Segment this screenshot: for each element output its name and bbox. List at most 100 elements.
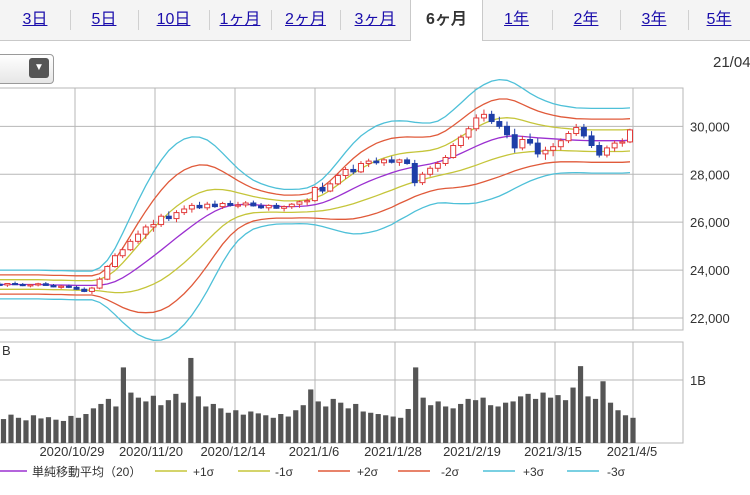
candle-body <box>588 135 595 147</box>
candle-body <box>596 145 603 156</box>
volume-bar <box>158 405 164 443</box>
volume-bar <box>495 406 501 443</box>
volume-bar <box>8 414 14 443</box>
candle-body <box>365 160 372 164</box>
candle-body <box>534 142 541 155</box>
volume-bar <box>510 401 516 443</box>
tab-9[interactable]: 2年 <box>573 11 599 28</box>
candle-body <box>519 139 526 149</box>
x-tick-label: 2020/12/14 <box>200 444 265 459</box>
tab-10[interactable]: 3年 <box>641 11 667 28</box>
volume-bar <box>173 393 179 443</box>
candle-body <box>319 186 326 192</box>
tab-4[interactable]: 1ヶ月 <box>219 11 261 28</box>
candle-body <box>27 284 34 287</box>
candle-body <box>304 200 311 203</box>
tab-5[interactable]: 2ヶ月 <box>285 11 326 28</box>
volume-bar <box>555 395 561 443</box>
volume-bar <box>532 398 539 443</box>
volume-bar <box>240 414 246 443</box>
candle-body <box>434 162 441 169</box>
x-tick-label: 2021/3/15 <box>524 444 582 459</box>
legend-label: -1σ <box>275 465 294 479</box>
candle-body <box>473 117 480 130</box>
volume-bar <box>375 414 381 443</box>
tab-11[interactable]: 5年 <box>706 11 732 28</box>
volume-bar <box>143 401 149 443</box>
price-tick-label: 30,000 <box>690 119 730 134</box>
candle-body <box>173 212 180 220</box>
volume-bar <box>15 417 22 443</box>
tab-7[interactable]: 6ヶ月 <box>410 0 483 41</box>
candle-body <box>580 127 587 137</box>
tab-separator <box>688 10 689 30</box>
candle-body <box>42 283 49 286</box>
candle-body <box>58 285 65 288</box>
volume-bar <box>120 367 126 443</box>
candle-body <box>219 202 226 208</box>
volume-bar <box>398 417 404 443</box>
x-tick-label: 2021/1/28 <box>364 444 422 459</box>
band-minus-2-sigma <box>0 161 631 314</box>
volume-bar <box>23 420 29 443</box>
legend-label: -3σ <box>607 465 626 479</box>
tab-2[interactable]: 5日 <box>91 11 117 28</box>
volume-bar <box>465 398 471 443</box>
volume-bar <box>405 408 411 443</box>
volume-bar <box>540 392 546 443</box>
volume-bar <box>83 414 89 443</box>
volume-bar <box>188 357 194 443</box>
candle-body <box>296 201 303 205</box>
candle-body <box>73 286 80 290</box>
candle-body <box>142 226 149 235</box>
volume-bar <box>473 400 479 443</box>
tab-8[interactable]: 1年 <box>504 11 529 28</box>
volume-bar <box>90 408 97 443</box>
candle-body <box>204 203 211 209</box>
volume-bar <box>480 397 486 443</box>
volume-bar <box>68 415 74 443</box>
volume-bar <box>45 417 52 443</box>
volume-bar <box>218 408 224 443</box>
volume-bar <box>308 389 314 443</box>
volume-bar <box>622 415 629 443</box>
candle-body <box>573 127 580 135</box>
candle-body <box>627 129 633 143</box>
candle-body <box>457 136 464 147</box>
band-minus-1-sigma <box>0 149 631 294</box>
volume-bar <box>30 415 37 443</box>
candle-body <box>158 215 165 226</box>
volume-bar <box>210 403 216 443</box>
band-plus-3-sigma <box>0 78 631 272</box>
volume-bar <box>278 414 284 443</box>
candle-body <box>557 140 564 148</box>
candle-body <box>350 168 357 173</box>
volume-bar <box>570 387 576 443</box>
candle-body <box>181 208 188 214</box>
price-tick-label: 26,000 <box>690 215 730 230</box>
volume-bar <box>562 400 569 443</box>
volume-bar <box>113 406 119 443</box>
tab-3[interactable]: 10日 <box>156 11 191 28</box>
candle-body <box>50 284 57 288</box>
volume-bar <box>53 419 59 443</box>
volume-bar <box>300 405 306 443</box>
candle-body <box>104 266 111 280</box>
candle-body <box>381 159 388 164</box>
price-plot-area <box>0 87 684 331</box>
tab-1[interactable]: 3日 <box>22 11 48 28</box>
volume-bar <box>390 416 396 443</box>
volume-bar <box>360 411 366 443</box>
chart-type-select[interactable]: ▼ <box>0 54 54 84</box>
period-tab-bar: 3日 5日 10日 1ヶ月 2ヶ月 3ヶ月 6ヶ月 1年 2年 3年 5年 <box>0 0 750 41</box>
volume-bar <box>98 403 104 443</box>
volume-bar <box>38 418 44 443</box>
volume-bar <box>607 402 614 443</box>
legend-label: +1σ <box>193 465 215 479</box>
candle-body <box>565 133 572 142</box>
band-minus-3-sigma <box>0 171 631 341</box>
tab-6[interactable]: 3ヶ月 <box>354 11 396 28</box>
candle-body <box>19 283 26 287</box>
candle-body <box>411 162 418 184</box>
candle-body <box>0 283 3 286</box>
